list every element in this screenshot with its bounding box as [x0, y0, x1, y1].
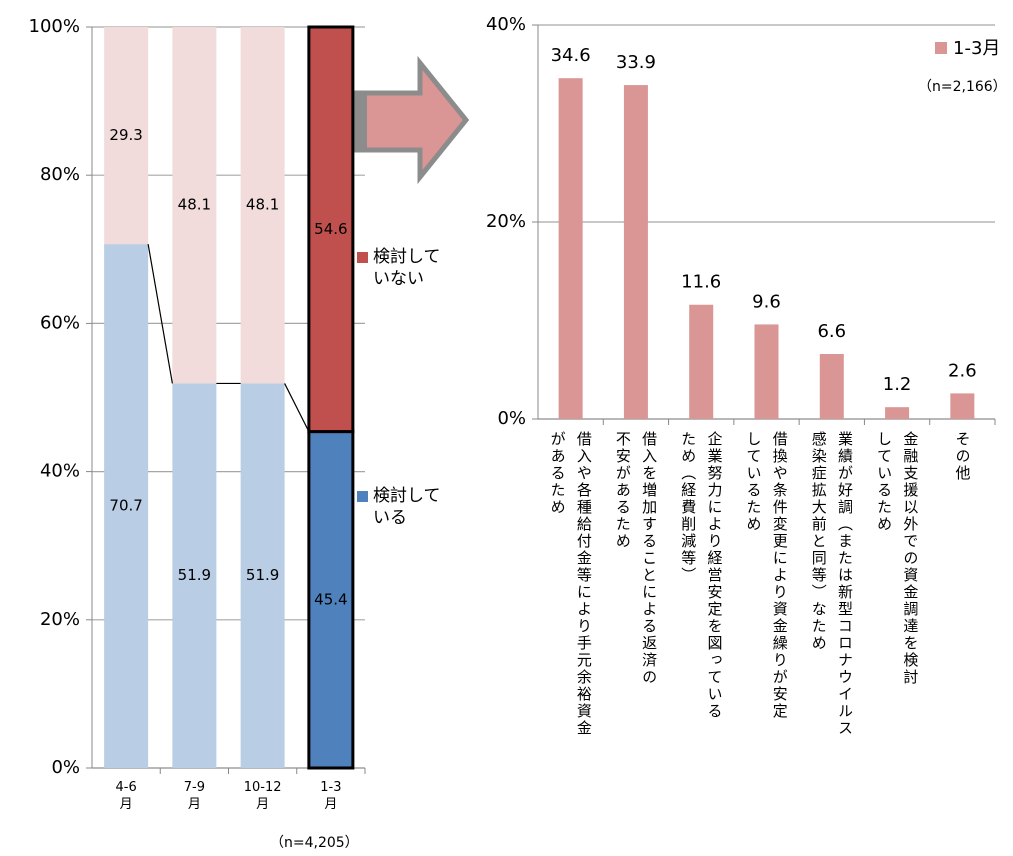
bar	[623, 85, 648, 420]
x-tick-label: 10-12 月	[243, 780, 282, 812]
arrow	[342, 55, 470, 185]
legend-label: 検討して いない	[373, 247, 441, 290]
bar-segment	[240, 383, 285, 768]
bar	[558, 78, 583, 419]
y-tick-label: 20%	[40, 609, 80, 630]
x-tick-label: 7-9 月	[183, 780, 205, 812]
data-label: 6.6	[817, 321, 846, 342]
x-tick-label: その他	[953, 431, 972, 482]
bar-segment	[307, 25, 355, 434]
bar-segment	[240, 27, 285, 384]
bar	[819, 353, 844, 419]
data-label: 29.3	[109, 126, 142, 144]
data-label: 48.1	[178, 196, 211, 214]
x-tick-label: 4-6 月	[115, 780, 137, 812]
x-tick-label: 1-3 月	[320, 780, 342, 812]
y-tick-label: 60%	[40, 312, 80, 333]
data-label: 11.6	[681, 272, 721, 293]
bar-segment	[307, 430, 355, 770]
note: （n=2,166）	[918, 79, 1007, 95]
data-label: 45.4	[314, 590, 347, 608]
legend-swatch	[357, 252, 368, 263]
legend-label: 1-3月	[953, 38, 1000, 59]
data-label: 9.6	[752, 291, 781, 312]
y-tick-label: 40%	[486, 14, 526, 35]
y-tick-label: 0%	[51, 757, 80, 778]
bar-segment	[172, 27, 217, 384]
x-tick-label: 借入や各種給付金等により手元余裕資金 があるため	[548, 431, 593, 737]
data-label: 54.6	[314, 220, 347, 238]
legend-swatch	[935, 42, 947, 54]
data-label: 51.9	[246, 566, 279, 584]
data-label: 34.6	[551, 45, 591, 66]
data-label: 2.6	[948, 360, 977, 381]
bar-segment	[104, 27, 149, 245]
legend-label: 検討して いる	[373, 486, 441, 529]
x-tick-label: 業績が好調（または新型コロナウイルス 感染症拡大前と同等）なため	[809, 431, 855, 737]
bar	[885, 407, 910, 419]
bar-segment	[172, 383, 217, 768]
legend-swatch	[357, 491, 368, 502]
bar	[950, 393, 975, 419]
bar	[754, 324, 779, 419]
x-tick-label: 金融支援以外での資金調達を検討 しているため	[875, 431, 920, 686]
y-tick-label: 20%	[486, 211, 526, 232]
x-tick-label: 企業努力により経営安定を図っている ため（経費削減等）	[679, 431, 724, 720]
data-label: 33.9	[616, 52, 656, 73]
connector	[147, 244, 173, 384]
y-tick-label: 80%	[40, 164, 80, 185]
y-tick-label: 0%	[497, 408, 526, 429]
x-tick-label: 借入を増加することによる返済の 不安があるため	[613, 431, 659, 686]
note: （n=4,205）	[270, 835, 359, 851]
y-tick-label: 40%	[40, 461, 80, 482]
connector	[284, 383, 310, 432]
data-label: 48.1	[246, 196, 279, 214]
data-label: 70.7	[109, 497, 142, 515]
data-label: 51.9	[178, 566, 211, 584]
bar-segment	[104, 244, 149, 768]
y-tick-label: 100%	[29, 16, 80, 37]
x-tick-label: 借換や条件変更により資金繰りが安定 しているため	[744, 431, 789, 720]
bar	[689, 304, 714, 419]
data-label: 1.2	[883, 374, 912, 395]
